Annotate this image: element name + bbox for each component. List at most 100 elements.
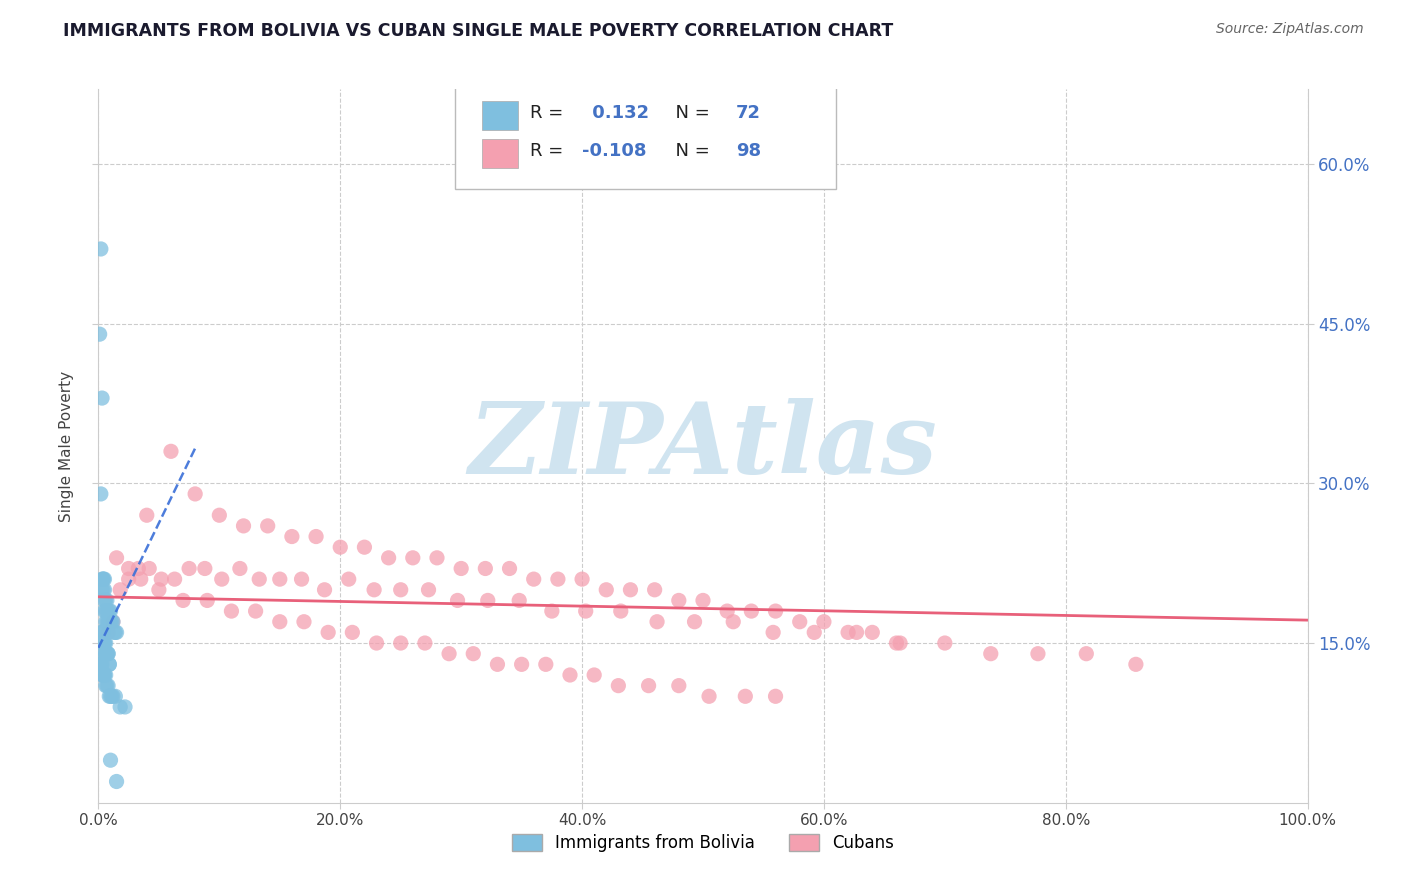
Point [91,625,114,640]
Point [135,508,157,523]
Point [571,572,593,586]
Point [100,753,122,767]
Point [108,582,131,597]
Point [97,679,120,693]
Point [96,647,118,661]
Point [103,625,125,640]
Point [93,572,115,586]
Point [96,593,118,607]
Point [98,657,121,672]
Point [91,572,114,586]
Point [91,582,114,597]
Point [179,561,201,575]
Point [389,636,412,650]
Point [93,668,115,682]
Point [547,572,569,586]
Point [101,615,124,629]
Point [118,572,141,586]
Point [104,625,127,640]
Point [734,690,756,704]
Point [845,625,868,640]
Point [90,657,112,672]
Point [91,636,114,650]
Point [93,636,115,650]
Point [644,582,666,597]
Point [886,636,908,650]
Point [208,508,231,523]
Point [583,668,606,682]
Point [100,690,122,704]
Point [101,690,124,704]
Point [184,487,207,501]
Point [91,636,114,650]
Point [105,550,128,565]
Point [668,593,690,607]
Point [96,615,118,629]
Point [211,572,233,586]
Point [314,582,336,597]
Point [98,690,121,704]
Point [98,615,121,629]
Point [762,625,785,640]
Point [94,668,117,682]
Y-axis label: Single Male Poverty: Single Male Poverty [59,370,75,522]
Point [232,519,254,533]
Point [723,615,745,629]
Point [100,615,122,629]
Point [97,625,120,640]
Point [93,668,115,682]
Point [558,668,581,682]
Point [90,625,112,640]
Point [610,604,633,618]
Point [486,657,509,672]
Point [692,593,714,607]
Point [93,647,115,661]
Point [94,647,117,661]
Point [292,615,315,629]
Point [980,647,1002,661]
Point [90,636,112,650]
Point [860,625,883,640]
Point [474,561,496,575]
Point [389,582,412,597]
Point [90,487,112,501]
Point [138,561,160,575]
Point [269,572,291,586]
Point [607,679,630,693]
Point [523,572,546,586]
Point [450,561,472,575]
Point [247,572,270,586]
Point [97,647,120,661]
FancyBboxPatch shape [482,102,517,130]
Point [129,572,152,586]
Point [98,604,121,618]
Point [93,636,115,650]
Point [363,582,385,597]
Point [96,604,118,618]
Point [765,690,787,704]
Text: IMMIGRANTS FROM BOLIVIA VS CUBAN SINGLE MALE POVERTY CORRELATION CHART: IMMIGRANTS FROM BOLIVIA VS CUBAN SINGLE … [63,22,894,40]
Point [446,593,468,607]
Point [402,550,425,565]
Point [100,690,122,704]
Text: 72: 72 [735,103,761,121]
Point [94,604,117,618]
FancyBboxPatch shape [482,139,517,168]
Point [377,550,399,565]
Point [91,391,114,405]
Point [91,582,114,597]
Point [108,700,131,714]
Point [740,604,762,618]
Point [595,582,617,597]
Point [91,657,114,672]
Point [94,593,117,607]
Point [413,636,436,650]
Point [93,593,115,607]
Point [91,572,114,586]
Point [619,582,641,597]
Point [163,572,186,586]
Point [91,668,114,682]
Point [94,636,117,650]
Point [508,593,530,607]
Point [245,604,267,618]
